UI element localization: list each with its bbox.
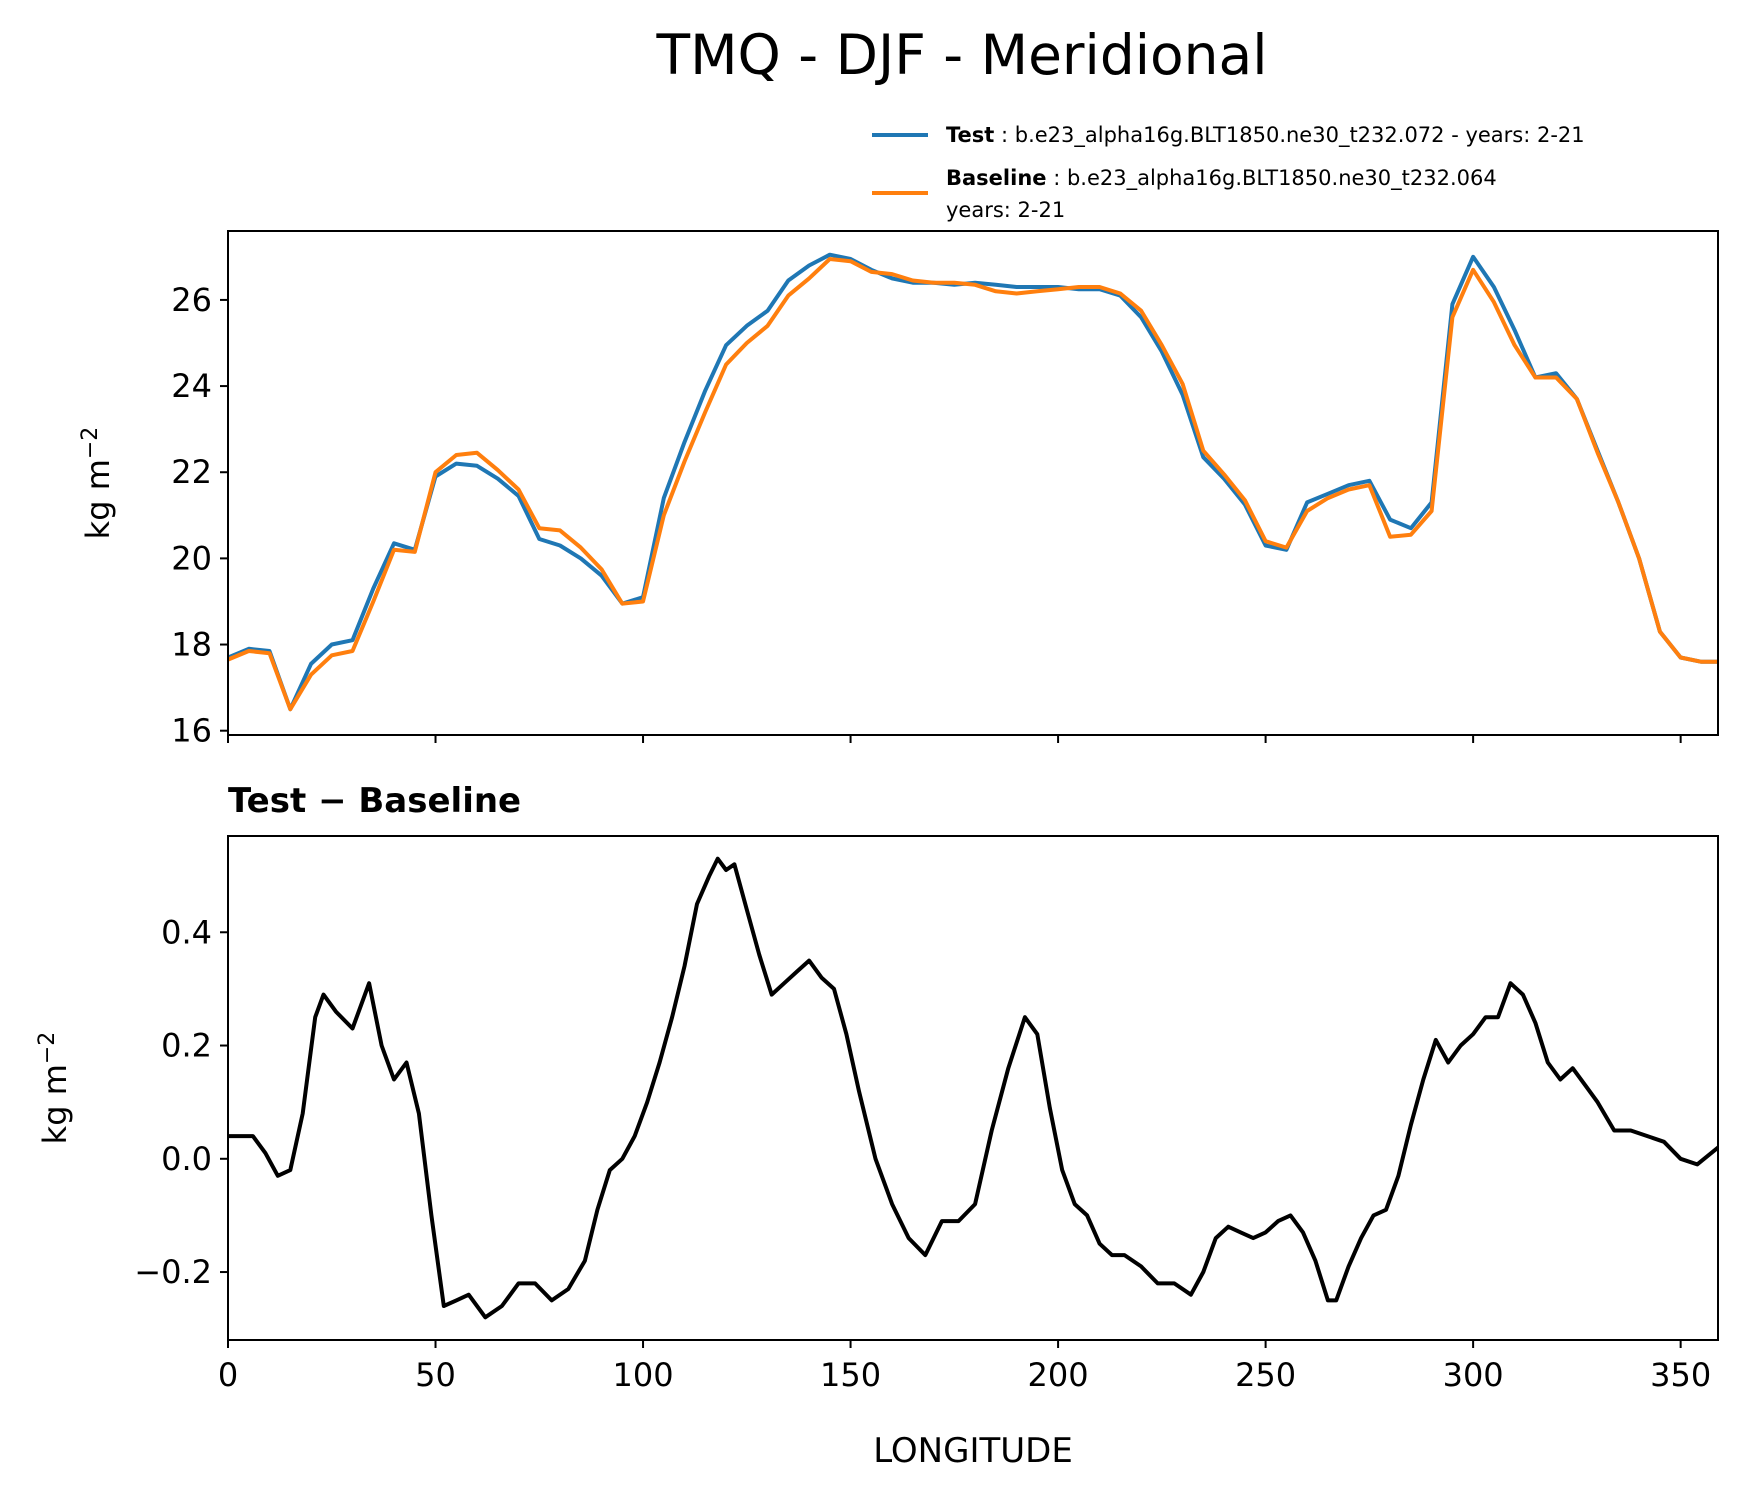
bottom-ytick-label: 0.4 (161, 913, 212, 951)
bottom-ytick-label: 0.2 (161, 1027, 212, 1065)
top-series-baseline (228, 257, 1718, 712)
bottom-panel-ylabel-base: kg m (36, 1064, 74, 1144)
top-ytick-label: 26 (171, 281, 212, 319)
bottom-xtick-label: 150 (820, 1356, 881, 1394)
top-ytick-label: 18 (171, 626, 212, 664)
bottom-xtick-label: 300 (1443, 1356, 1504, 1394)
top-panel-ylabel-base: kg m (79, 459, 117, 539)
bottom-xtick-label: 0 (218, 1356, 238, 1394)
bottom-panel-xlabel: LONGITUDE (873, 1431, 1073, 1471)
top-panel: 16 18 20 22 24 26 kg m−2 (78, 230, 1719, 750)
bottom-panel-ylabel-exp: −2 (35, 1032, 60, 1064)
bottom-panel-ticks: −0.2 0.0 0.2 0.4 0 50 100 150 200 250 300 350 (134, 913, 1711, 1394)
bottom-xtick-label: 250 (1235, 1356, 1296, 1394)
top-panel-series (228, 252, 1718, 712)
legend-text-baseline: : b.e23_alpha16g.BLT1850.ne30_t232.064 (1047, 166, 1497, 191)
legend-label-test: Test (946, 123, 994, 147)
legend-entry-baseline: Baseline : b.e23_alpha16g.BLT1850.ne30_t… (946, 166, 1497, 191)
top-ytick-label: 22 (171, 453, 212, 491)
bottom-xtick-label: 200 (1028, 1356, 1089, 1394)
legend-text-test: : b.e23_alpha16g.BLT1850.ne30_t232.072 -… (994, 123, 1584, 148)
bottom-xtick-label: 100 (613, 1356, 674, 1394)
bottom-panel: Test − Baseline −0.2 0.0 0.2 0.4 0 50 100 150 20… (35, 781, 1719, 1471)
top-ytick-label: 24 (171, 367, 212, 405)
figure-title: TMQ - DJF - Meridional (655, 23, 1267, 87)
bottom-xtick-label: 350 (1650, 1356, 1711, 1394)
top-panel-ylabel-exp: −2 (78, 427, 103, 459)
top-ytick-label: 20 (171, 539, 212, 577)
legend-text2-baseline: years: 2-21 (946, 198, 1065, 222)
bottom-ytick-label: 0.0 (161, 1140, 212, 1178)
bottom-panel-series (228, 856, 1718, 1320)
top-ytick-label: 16 (171, 712, 212, 750)
legend-label-baseline: Baseline (946, 166, 1047, 190)
bottom-panel-title: Test − Baseline (228, 781, 521, 821)
top-series-test (228, 252, 1718, 712)
top-panel-frame (227, 230, 1719, 736)
bottom-ytick-label: −0.2 (134, 1253, 212, 1291)
bottom-xtick-label: 50 (415, 1356, 456, 1394)
bottom-panel-frame (227, 835, 1719, 1341)
top-panel-ylabel: kg m−2 (78, 427, 117, 540)
legend: Test : b.e23_alpha16g.BLT1850.ne30_t232.… (872, 123, 1585, 222)
top-panel-ticks: 16 18 20 22 24 26 (171, 281, 1682, 750)
bottom-panel-ylabel: kg m−2 (35, 1032, 74, 1145)
bottom-series-test-baseline (228, 856, 1718, 1320)
legend-entry-test: Test : b.e23_alpha16g.BLT1850.ne30_t232.… (946, 123, 1585, 148)
